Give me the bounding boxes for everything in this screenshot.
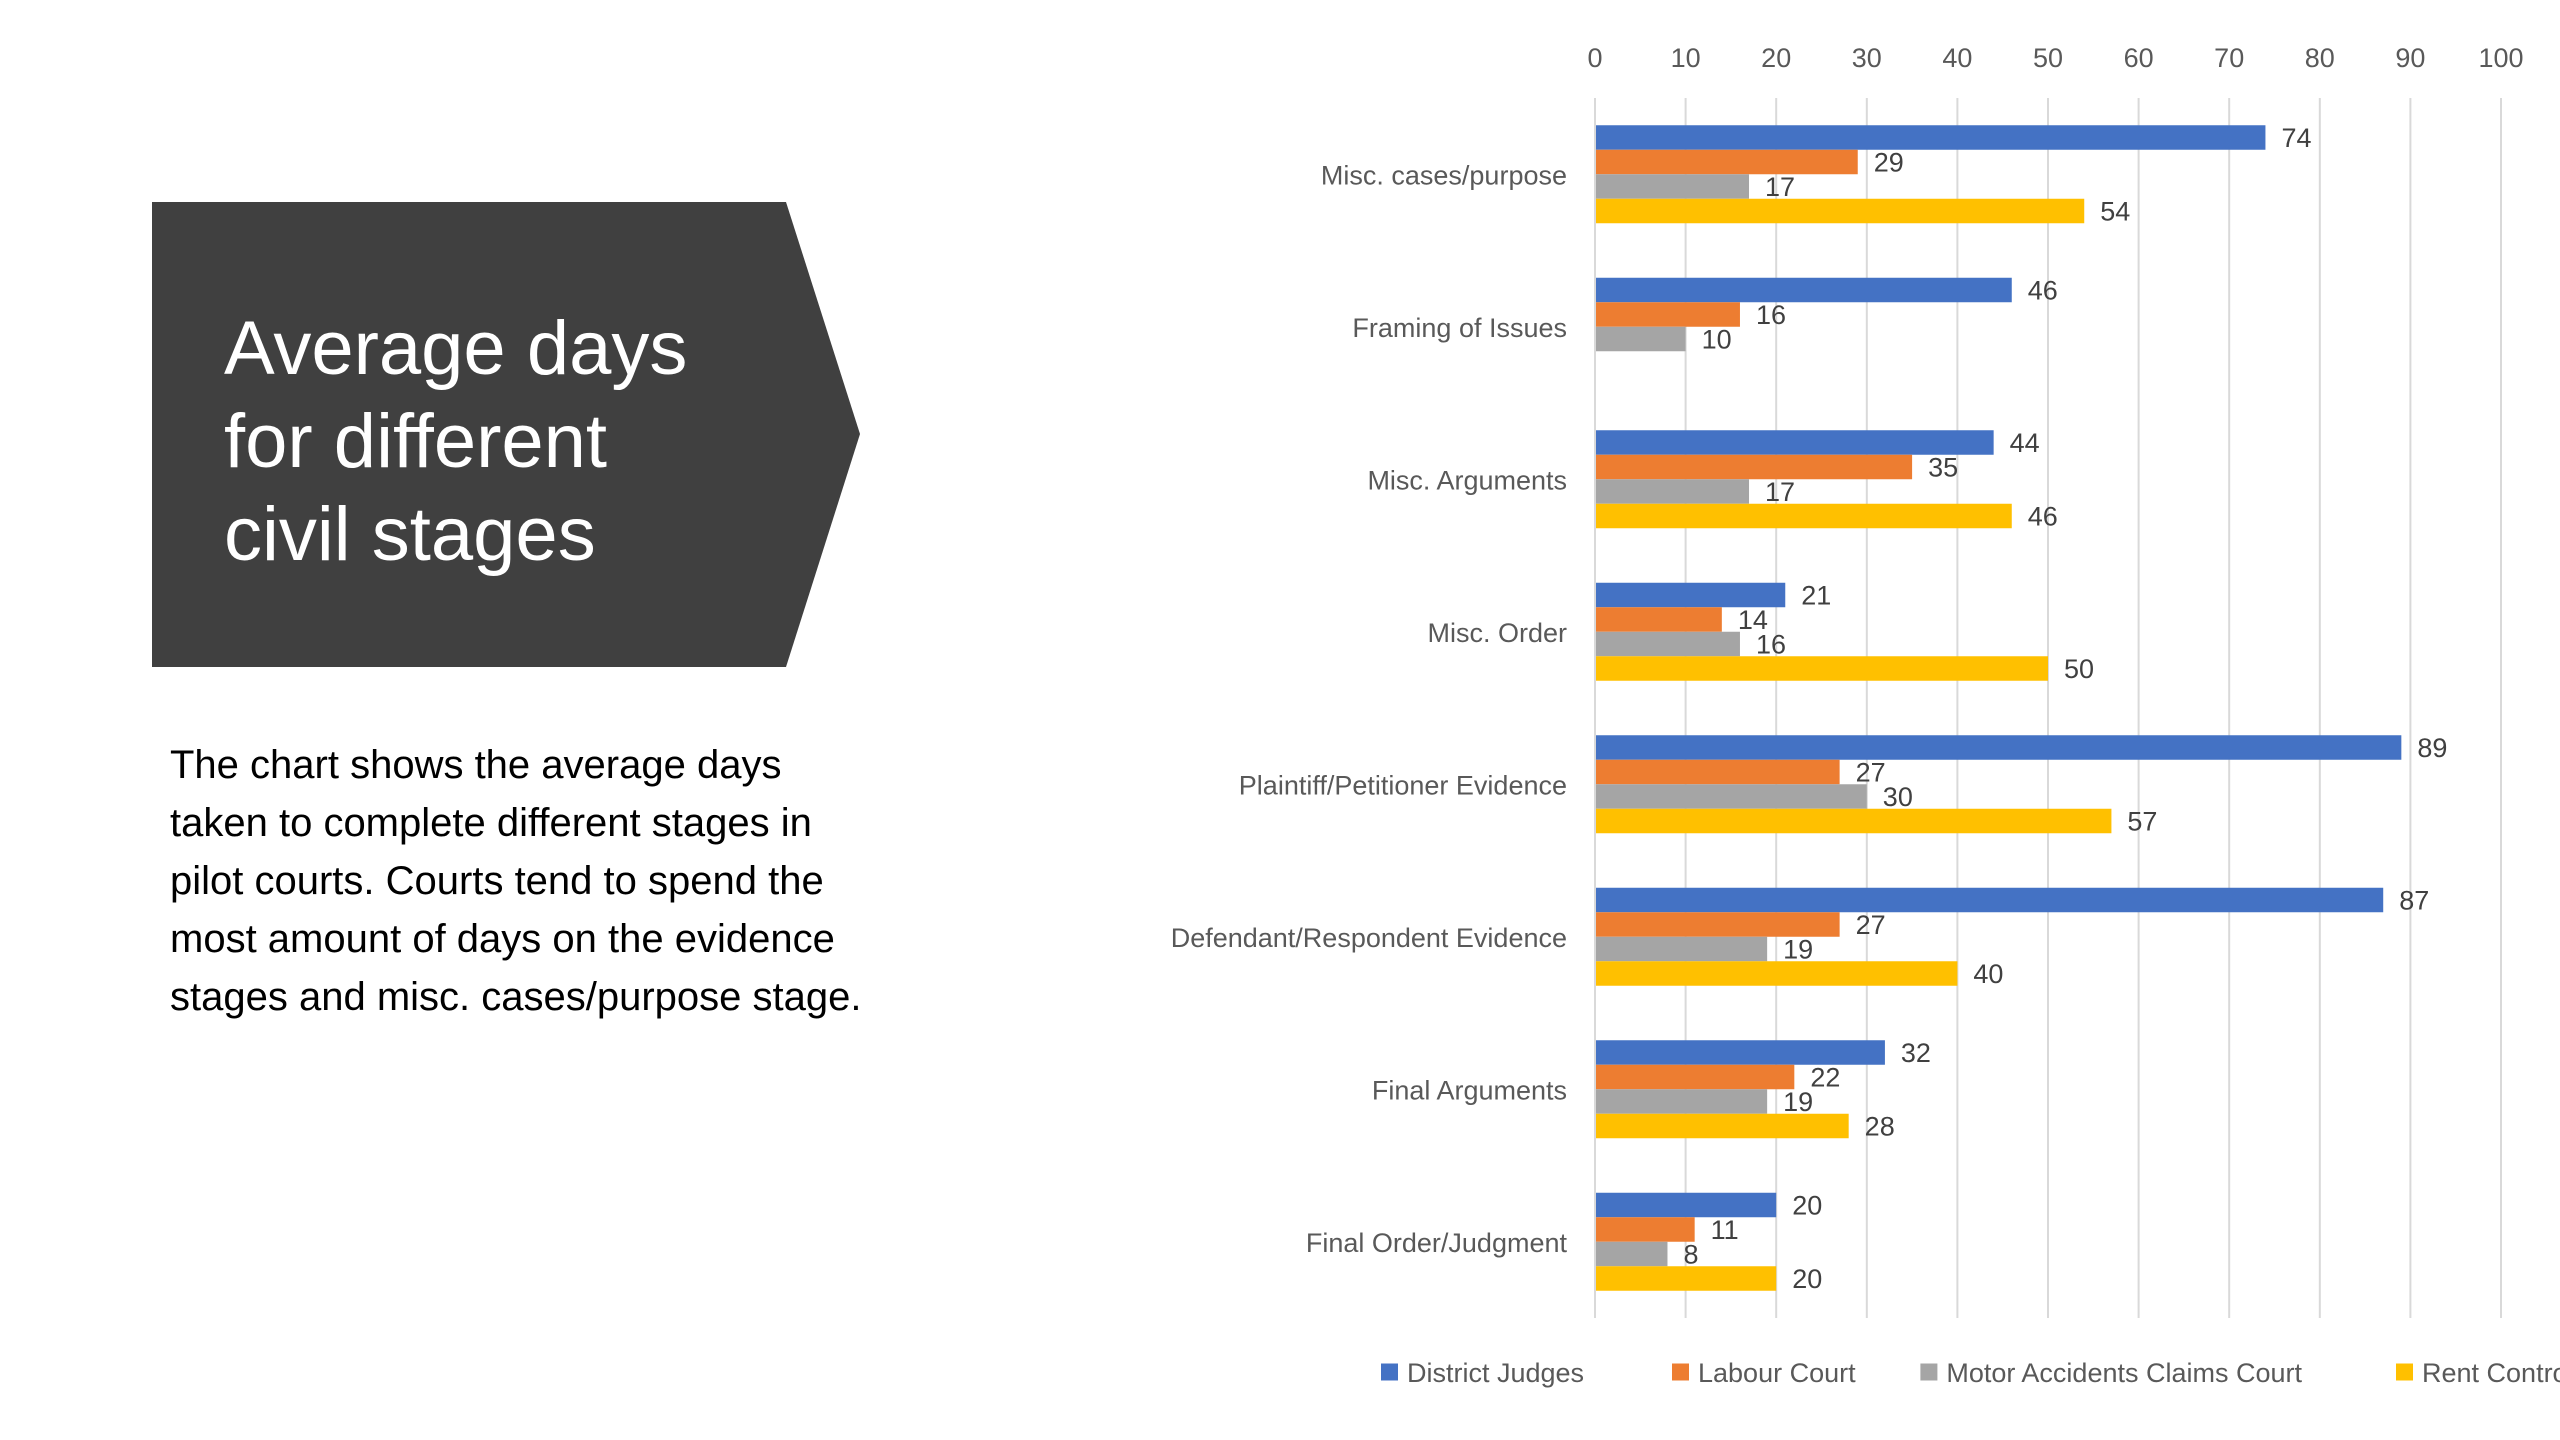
x-tick-label: 10 xyxy=(1671,43,1701,73)
bar xyxy=(1595,174,1750,199)
banner-arrow-shape xyxy=(152,202,860,667)
bar xyxy=(1595,430,1994,455)
bar xyxy=(1595,1241,1668,1267)
x-tick-label: 70 xyxy=(2214,43,2244,73)
bar xyxy=(1595,631,1740,657)
legend-swatch xyxy=(1381,1363,1398,1381)
data-label: 89 xyxy=(2417,733,2447,763)
bar xyxy=(1595,759,1840,785)
x-tick-label: 60 xyxy=(2124,43,2154,73)
data-label: 27 xyxy=(1856,758,1886,788)
data-label: 10 xyxy=(1702,325,1732,355)
data-label: 19 xyxy=(1783,935,1813,965)
bar xyxy=(1595,1113,1849,1139)
bar xyxy=(1595,784,1867,809)
bar xyxy=(1595,1064,1795,1090)
bar xyxy=(1595,1266,1777,1291)
x-tick-label: 20 xyxy=(1761,43,1791,73)
data-label: 20 xyxy=(1792,1264,1822,1294)
data-label: 11 xyxy=(1711,1215,1739,1245)
bar xyxy=(1595,808,2112,834)
data-label: 27 xyxy=(1856,910,1886,940)
category-label: Plaintiff/Petitioner Evidence xyxy=(1239,770,1567,800)
bar xyxy=(1595,125,2266,150)
data-label: 57 xyxy=(2127,807,2157,837)
legend-label: Motor Accidents Claims Court xyxy=(1946,1358,2302,1388)
bar xyxy=(1595,1089,1768,1114)
data-label: 35 xyxy=(1928,453,1958,483)
bar xyxy=(1595,1040,1885,1065)
chart-description: The chart shows the average days taken t… xyxy=(170,743,862,1019)
data-label: 54 xyxy=(2100,197,2130,227)
bar xyxy=(1595,302,1740,327)
data-label: 19 xyxy=(1783,1087,1813,1117)
legend-swatch xyxy=(2396,1363,2413,1381)
category-label: Final Arguments xyxy=(1372,1075,1567,1105)
bar xyxy=(1595,503,2012,529)
bar xyxy=(1595,277,2012,303)
data-label: 32 xyxy=(1901,1038,1931,1068)
bar xyxy=(1595,887,2384,913)
data-label: 28 xyxy=(1865,1112,1895,1142)
data-label: 87 xyxy=(2399,886,2429,916)
data-label: 14 xyxy=(1738,605,1768,635)
bar xyxy=(1595,149,1858,175)
category-label: Defendant/Respondent Evidence xyxy=(1171,923,1567,953)
data-label: 17 xyxy=(1765,172,1795,202)
x-tick-label: 90 xyxy=(2395,43,2425,73)
data-label: 50 xyxy=(2064,654,2094,684)
data-label: 46 xyxy=(2028,276,2058,306)
legend-label: Rent Controller xyxy=(2422,1358,2560,1388)
bar xyxy=(1595,1217,1695,1242)
bar xyxy=(1595,479,1750,504)
bar xyxy=(1595,912,1840,937)
x-tick-label: 30 xyxy=(1852,43,1882,73)
bar xyxy=(1595,582,1786,608)
data-label: 74 xyxy=(2281,123,2311,153)
x-tick-label: 80 xyxy=(2305,43,2335,73)
bar xyxy=(1595,607,1722,632)
legend-label: Labour Court xyxy=(1698,1358,1856,1388)
data-label: 16 xyxy=(1756,630,1786,660)
legend-swatch xyxy=(1920,1363,1938,1381)
category-label: Misc. Order xyxy=(1427,618,1567,648)
category-label: Misc. Arguments xyxy=(1367,465,1567,495)
x-tick-label: 50 xyxy=(2033,43,2063,73)
data-label: 16 xyxy=(1756,300,1786,330)
category-label: Final Order/Judgment xyxy=(1306,1228,1568,1258)
title-banner: Average days for different civil stages xyxy=(152,202,860,667)
bar xyxy=(1595,198,2085,224)
x-tick-label: 100 xyxy=(2478,43,2523,73)
slide-title: Average days for different civil stages xyxy=(224,306,688,577)
data-label: 22 xyxy=(1810,1063,1840,1093)
data-label: 29 xyxy=(1874,148,1904,178)
bar xyxy=(1595,656,2048,681)
data-label: 30 xyxy=(1883,782,1913,812)
data-label: 44 xyxy=(2010,428,2040,458)
x-tick-label: 40 xyxy=(1942,43,1972,73)
bar xyxy=(1595,1192,1777,1218)
bar xyxy=(1595,326,1686,352)
bar xyxy=(1595,454,1913,480)
bar xyxy=(1595,961,1958,986)
category-label: Framing of Issues xyxy=(1352,313,1567,343)
category-label: Misc. cases/purpose xyxy=(1321,160,1567,190)
x-tick-label: 0 xyxy=(1587,43,1602,73)
data-label: 21 xyxy=(1801,581,1831,611)
bar xyxy=(1595,735,2402,760)
data-label: 17 xyxy=(1765,477,1795,507)
data-label: 46 xyxy=(2028,502,2058,532)
data-label: 20 xyxy=(1792,1191,1822,1221)
data-label: 8 xyxy=(1683,1240,1698,1270)
legend-swatch xyxy=(1672,1363,1689,1381)
data-label: 40 xyxy=(1973,959,2003,989)
legend-label: District Judges xyxy=(1407,1358,1584,1388)
bar xyxy=(1595,936,1768,962)
